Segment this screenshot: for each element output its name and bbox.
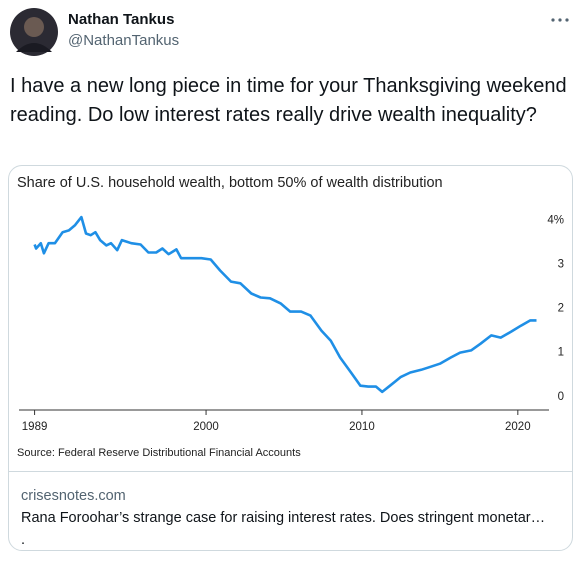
y-tick-label: 4% [547, 214, 564, 226]
data-line [33, 215, 537, 394]
x-tick-label: 2020 [505, 421, 531, 433]
avatar[interactable] [10, 8, 58, 56]
link-info[interactable]: crisesnotes.com Rana Foroohar’s strange … [9, 471, 572, 550]
link-domain: crisesnotes.com [21, 488, 126, 504]
tweet-text: I have a new long piece in time for your… [10, 75, 567, 126]
x-tick-label: 1989 [22, 421, 48, 433]
author-name[interactable]: Nathan Tankus [68, 11, 175, 28]
chart: Share of U.S. household wealth, bottom 5… [17, 175, 564, 459]
y-tick-label: 2 [558, 303, 564, 315]
chart-source: Source: Federal Reserve Distributional F… [17, 447, 301, 459]
y-tick-label: 3 [558, 258, 564, 270]
link-description: Rana Foroohar’s strange case for raising… [21, 510, 546, 526]
x-tick-label: 2010 [349, 421, 375, 433]
more-button[interactable] [548, 14, 572, 26]
author-handle[interactable]: @NathanTankus [68, 32, 180, 49]
y-tick-label: 0 [558, 391, 564, 403]
chart-title: Share of U.S. household wealth, bottom 5… [17, 175, 443, 191]
y-tick-label: 1 [558, 347, 564, 359]
link-extra: . [21, 532, 26, 548]
link-card[interactable]: Share of U.S. household wealth, bottom 5… [8, 165, 573, 551]
x-tick-label: 2000 [193, 421, 219, 433]
